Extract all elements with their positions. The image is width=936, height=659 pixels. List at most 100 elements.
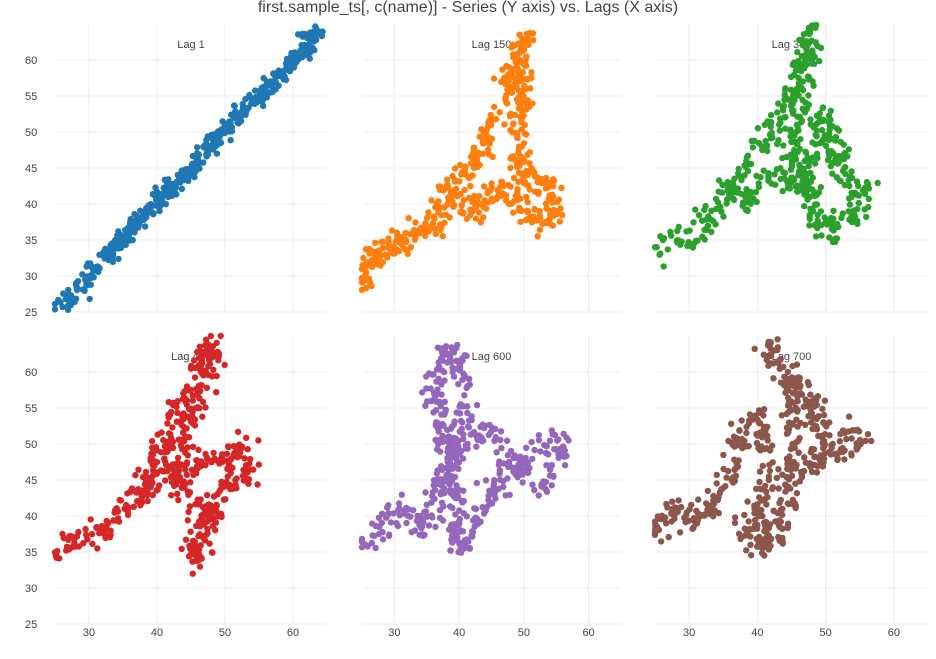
data-point — [294, 31, 302, 38]
data-point — [834, 220, 841, 228]
data-point — [189, 570, 196, 577]
data-point — [500, 460, 507, 467]
data-point — [285, 55, 292, 62]
data-point — [746, 411, 754, 418]
data-point — [699, 233, 706, 240]
data-point — [124, 490, 131, 497]
data-point — [443, 176, 451, 183]
data-point — [236, 443, 243, 451]
data-point — [213, 150, 221, 157]
data-point — [129, 219, 136, 226]
data-point — [174, 454, 182, 461]
data-point — [751, 510, 758, 517]
data-point — [801, 202, 808, 210]
data-point — [482, 477, 490, 484]
data-point — [451, 165, 459, 172]
data-point — [774, 344, 781, 351]
data-point — [528, 74, 535, 82]
data-point — [453, 459, 461, 466]
data-point — [535, 492, 542, 499]
data-point — [791, 380, 798, 387]
data-point — [810, 82, 817, 89]
data-point — [416, 230, 423, 237]
data-point — [759, 462, 766, 470]
data-point — [227, 128, 234, 135]
data-point — [763, 501, 770, 508]
data-point — [358, 535, 366, 543]
data-point — [757, 409, 764, 416]
data-point — [203, 341, 210, 348]
data-point — [659, 236, 667, 244]
y-tick-label: 35 — [25, 235, 37, 247]
data-point — [252, 87, 259, 94]
data-point — [464, 403, 471, 410]
y-tick-label: 35 — [25, 547, 37, 559]
data-point — [849, 427, 857, 434]
data-point — [772, 181, 779, 188]
data-point — [774, 109, 781, 116]
data-point — [212, 130, 220, 137]
data-point — [768, 129, 775, 137]
data-point — [203, 454, 210, 461]
y-tick-label: 60 — [25, 55, 37, 67]
data-point — [519, 458, 526, 465]
data-point — [536, 208, 543, 215]
data-point — [115, 255, 122, 263]
data-point — [853, 178, 861, 185]
data-point — [777, 356, 784, 363]
data-point — [458, 447, 465, 454]
data-point — [165, 411, 172, 418]
data-point — [439, 420, 446, 428]
data-point — [469, 198, 476, 206]
data-point — [828, 216, 835, 223]
data-point — [185, 405, 193, 413]
data-point — [125, 234, 133, 241]
data-point — [550, 176, 557, 183]
data-point — [848, 168, 855, 175]
data-point — [775, 137, 782, 144]
data-point — [200, 504, 207, 511]
data-point — [475, 520, 482, 527]
data-point — [692, 206, 699, 213]
data-point — [510, 121, 517, 128]
data-point — [465, 375, 473, 382]
data-point — [789, 87, 796, 94]
data-point — [525, 465, 532, 472]
data-point — [779, 538, 786, 545]
data-point — [255, 461, 262, 468]
data-point — [457, 549, 465, 556]
data-point — [811, 395, 819, 402]
data-point — [184, 517, 191, 524]
data-point — [524, 199, 531, 206]
data-point — [773, 474, 780, 482]
data-point — [755, 183, 763, 191]
data-point — [805, 92, 812, 99]
data-point — [840, 141, 847, 148]
data-point — [705, 213, 712, 220]
data-point — [362, 284, 370, 291]
data-point — [834, 456, 841, 464]
data-point — [206, 540, 213, 547]
data-point — [514, 186, 521, 193]
series-points — [358, 341, 572, 556]
data-point — [434, 419, 441, 426]
data-point — [64, 306, 72, 313]
data-point — [794, 140, 801, 148]
data-point — [55, 296, 62, 304]
data-point — [524, 208, 531, 216]
data-point — [476, 150, 483, 158]
data-point — [731, 514, 739, 521]
data-point — [811, 160, 819, 167]
data-point — [792, 504, 799, 512]
data-point — [817, 184, 824, 191]
data-point — [451, 532, 458, 539]
data-point — [451, 418, 458, 425]
data-point — [683, 518, 690, 525]
data-point — [65, 533, 73, 540]
data-point — [775, 485, 782, 492]
data-point — [774, 336, 781, 343]
data-point — [432, 523, 439, 531]
data-point — [545, 195, 553, 202]
data-point — [436, 514, 444, 522]
